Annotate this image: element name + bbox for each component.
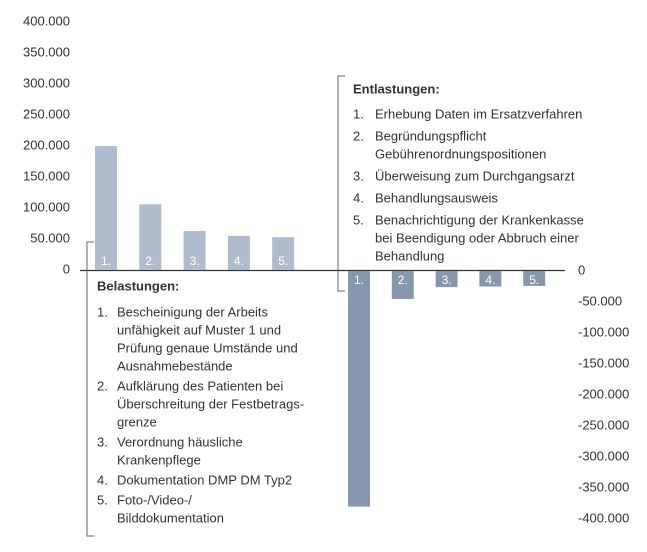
bar xyxy=(183,230,206,270)
bar-label: 3. xyxy=(442,273,452,287)
legend-number: 3. xyxy=(97,434,108,449)
legend-item: bei Beendigung oder Abbruch einer xyxy=(375,230,579,245)
y-tick-label: -400.000 xyxy=(578,510,629,525)
legend-item: Benachrichtigung der Krankenkasse xyxy=(375,212,584,227)
legend-number: 1. xyxy=(97,304,108,319)
y-tick-label: 400.000 xyxy=(23,13,70,28)
bar-label: 5. xyxy=(529,273,539,287)
y-tick-label: -50.000 xyxy=(578,293,622,308)
bar xyxy=(272,237,295,270)
bar-label: 1. xyxy=(354,273,364,287)
y-tick-label: 350.000 xyxy=(23,44,70,59)
y-tick-label: 0 xyxy=(63,261,70,276)
legend-title: Belastungen: xyxy=(97,278,179,293)
bar xyxy=(139,204,162,270)
legend-item: Prüfung genaue Umstände und xyxy=(117,340,298,355)
bar xyxy=(435,271,458,288)
y-tick-label: -300.000 xyxy=(578,448,629,463)
bar xyxy=(348,271,370,507)
legend-item: Erhebung Daten im Ersatzverfahren xyxy=(375,106,582,121)
bar-label: 5. xyxy=(278,254,288,268)
legend-item: Gebührenordnungspositionen xyxy=(375,146,546,161)
legend-item: Behandlungsausweis xyxy=(375,190,498,205)
legend-item: Überweisung zum Durchgangsarzt xyxy=(375,168,575,183)
bar xyxy=(95,146,117,270)
legend-item: Behandlung xyxy=(375,248,444,263)
y-tick-label: -350.000 xyxy=(578,479,629,494)
y-tick-label: 50.000 xyxy=(30,230,70,245)
legend-number: 4. xyxy=(97,472,108,487)
legend-item: Aufklärung des Patienten bei xyxy=(117,378,283,393)
bar xyxy=(523,271,546,286)
bar-label: 4. xyxy=(234,254,244,268)
y-tick-label: 0 xyxy=(578,262,585,277)
bar-label: 1. xyxy=(101,254,111,268)
y-tick-label: 200.000 xyxy=(23,137,70,152)
legend-item: Ausnahmebestände xyxy=(117,358,233,373)
y-tick-label: 150.000 xyxy=(23,168,70,183)
y-tick-label: -100.000 xyxy=(578,324,629,339)
y-tick-label: 100.000 xyxy=(23,199,70,214)
legend-item: Begründungspflicht xyxy=(375,128,487,143)
y-tick-label: -150.000 xyxy=(578,355,629,370)
legend-item: Krankenpflege xyxy=(117,452,201,467)
bar xyxy=(391,271,414,299)
bar xyxy=(227,235,250,270)
bar-label: 4. xyxy=(485,273,495,287)
legend-number: 1. xyxy=(353,106,364,121)
bar xyxy=(479,271,502,287)
legend-number: 3. xyxy=(353,168,364,183)
bracket xyxy=(337,75,345,292)
legend-number: 5. xyxy=(353,212,364,227)
y-tick-label: 300.000 xyxy=(23,75,70,90)
legend-item: Bilddokumentation xyxy=(117,510,224,525)
bar-label: 2. xyxy=(145,254,155,268)
legend-item: Dokumentation DMP DM Typ2 xyxy=(117,472,292,487)
legend-item: Foto-/Video-/ xyxy=(117,492,192,507)
legend-item: Überschreitung der Festbetrags- xyxy=(117,396,304,411)
legend-number: 2. xyxy=(353,128,364,143)
bracket xyxy=(86,241,94,537)
y-tick-label: -200.000 xyxy=(578,386,629,401)
legend-number: 4. xyxy=(353,190,364,205)
legend-item: unfähigkeit auf Muster 1 und xyxy=(117,322,281,337)
bar-label: 2. xyxy=(398,273,408,287)
legend-item: Bescheinigung der Arbeits xyxy=(117,304,269,319)
y-tick-label: 250.000 xyxy=(23,106,70,121)
bar-label: 3. xyxy=(190,254,200,268)
legend-title: Entlastungen: xyxy=(353,81,440,96)
legend-item: Verordnung häusliche xyxy=(117,434,243,449)
legend-number: 2. xyxy=(97,378,108,393)
y-tick-label: -250.000 xyxy=(578,417,629,432)
legend-item: grenze xyxy=(117,414,157,429)
legend-number: 5. xyxy=(97,492,108,507)
